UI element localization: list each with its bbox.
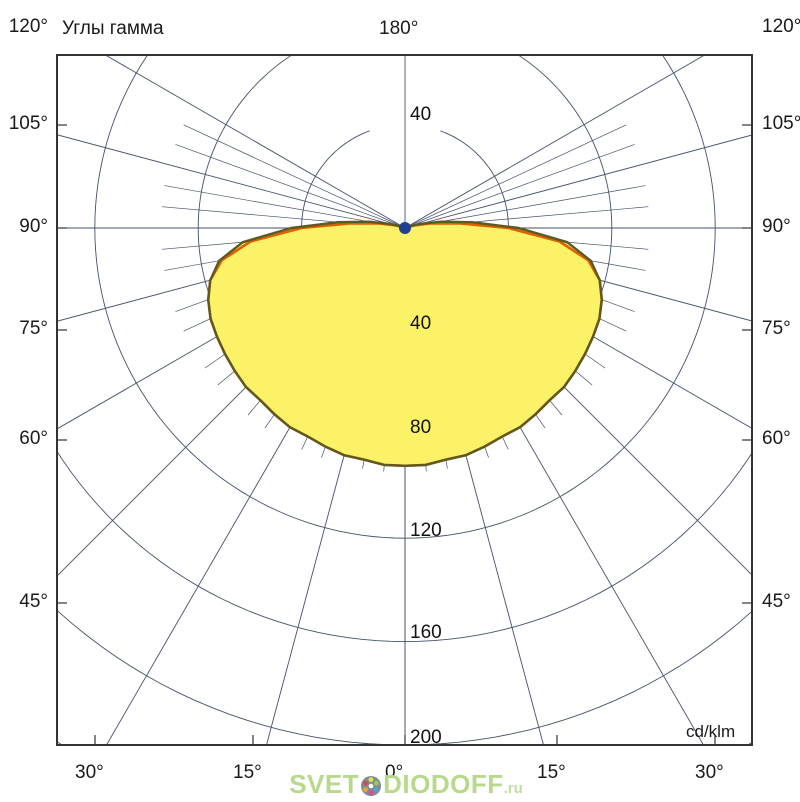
right-tick-label: 75°	[762, 318, 791, 339]
colored-disc-icon	[360, 775, 382, 797]
bottom-tick-label: 15°	[537, 762, 566, 783]
bottom-tick-label: 0°	[385, 762, 404, 783]
left-tick-label: 45°	[19, 591, 48, 612]
site-watermark: SVET DIODOFF .ru	[289, 769, 523, 799]
right-tick-label: 60°	[762, 428, 791, 449]
page-title: Углы гамма	[62, 18, 164, 39]
right-tick-label: 105°	[762, 113, 800, 134]
left-tick-label: 60°	[19, 428, 48, 449]
watermark-text-left: SVET	[289, 769, 360, 799]
radial-value-label: 160	[410, 622, 442, 643]
luminous-intensity-curves	[206, 220, 604, 468]
radial-value-label: 80	[410, 417, 432, 438]
radial-value-label: 200	[410, 727, 442, 748]
left-tick-label: 120°	[8, 16, 48, 37]
unit-label: cd/klm	[686, 722, 736, 741]
left-tick-label: 105°	[8, 113, 48, 134]
bottom-tick-label: 15°	[233, 762, 262, 783]
right-tick-label: 120°	[762, 16, 800, 37]
left-tick-label: 90°	[19, 216, 48, 237]
luminous-flux-fill	[208, 221, 602, 466]
curve-c0	[404, 220, 603, 468]
radial-value-label: 40	[410, 104, 432, 125]
left-tick-label: 75°	[19, 318, 48, 339]
right-tick-label: 45°	[762, 591, 791, 612]
right-tick-label: 90°	[762, 216, 791, 237]
frame-ticks	[57, 124, 752, 745]
watermark-text-right: DIODOFF	[383, 769, 504, 799]
bottom-tick-label: 30°	[75, 762, 104, 783]
radial-value-label: 120	[410, 520, 442, 541]
watermark-tld: .ru	[503, 780, 523, 797]
curve-c0	[207, 220, 406, 468]
pole-origin-marker	[399, 222, 411, 234]
top-tick-label: 180°	[379, 18, 419, 39]
radial-value-label: 40	[410, 313, 432, 334]
bottom-tick-label: 30°	[695, 762, 724, 783]
